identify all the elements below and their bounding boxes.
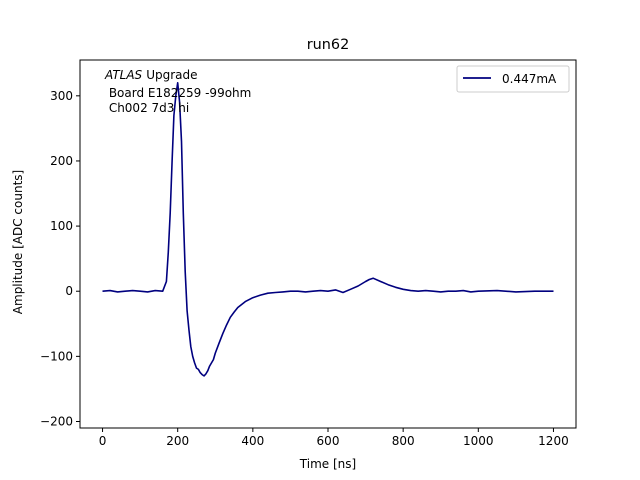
annotation-upgrade: Upgrade — [146, 68, 197, 82]
y-tick-label: −200 — [40, 414, 73, 428]
axes-frame — [79, 59, 577, 429]
series-line — [102, 82, 554, 377]
x-tick-label: 800 — [392, 434, 415, 448]
plot-area — [102, 82, 554, 377]
atlas-label: ATLAS — [104, 68, 143, 82]
y-tick-label: 0 — [65, 284, 73, 298]
legend-frame — [456, 65, 570, 93]
x-tick-label: 1000 — [463, 434, 494, 448]
x-tick-label: 400 — [241, 434, 264, 448]
y-tick-label: −100 — [40, 349, 73, 363]
annotation-line-3: Ch002 7d3 hi — [105, 101, 189, 115]
atlas-annotation: ATLAS Upgrade Board E182259 -99ohm Ch002 … — [104, 68, 251, 115]
chart-title: run62 — [307, 37, 349, 53]
legend: 0.447mA — [456, 65, 570, 93]
x-tick-label: 600 — [317, 434, 340, 448]
axis-ticks: 0 200 400 600 800 1000 1200 −200 −100 0 100 200 300 — [40, 89, 569, 448]
x-tick-label: 1200 — [538, 434, 569, 448]
annotation-line-2: Board E182259 -99ohm — [105, 86, 251, 100]
x-tick-label: 200 — [166, 434, 189, 448]
legend-label: 0.447mA — [502, 72, 557, 86]
y-axis-label: Amplitude [ADC counts] — [11, 170, 25, 314]
x-axis-label: Time [ns] — [299, 457, 356, 471]
y-tick-label: 200 — [50, 154, 73, 168]
x-tick-label: 0 — [99, 434, 107, 448]
y-tick-label: 100 — [50, 219, 73, 233]
annotation-line-1: ATLAS Upgrade — [104, 68, 198, 82]
y-tick-label: 300 — [50, 89, 73, 103]
